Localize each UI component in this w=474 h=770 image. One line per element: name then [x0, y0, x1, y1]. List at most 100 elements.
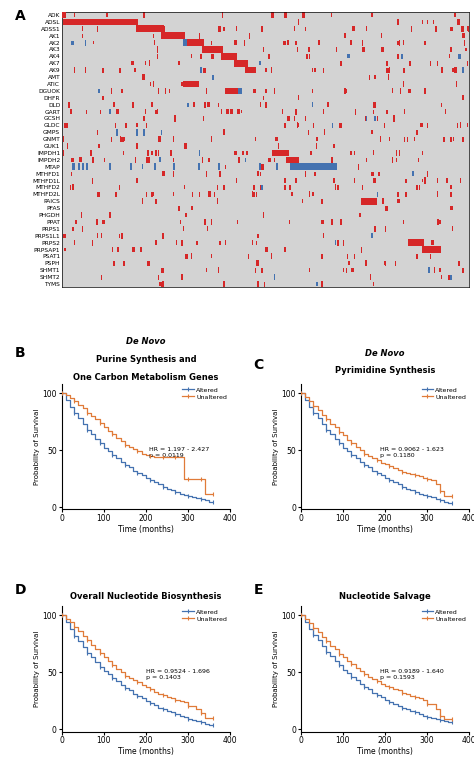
Bar — [331, 13, 332, 17]
Bar — [196, 240, 198, 245]
Bar — [458, 54, 461, 59]
Text: D: D — [14, 584, 26, 598]
Bar — [219, 26, 220, 32]
Bar — [199, 192, 200, 197]
Bar — [466, 123, 468, 128]
Bar — [297, 122, 298, 129]
Bar — [347, 254, 348, 259]
Bar — [97, 233, 98, 238]
Bar — [184, 186, 185, 189]
Bar — [271, 67, 272, 73]
Bar — [217, 185, 218, 190]
Bar — [201, 46, 223, 53]
Bar — [291, 158, 292, 162]
Bar — [389, 67, 391, 73]
Bar — [450, 192, 452, 197]
Y-axis label: Probability of Survival: Probability of Survival — [273, 631, 279, 707]
Bar — [292, 165, 294, 169]
Bar — [355, 109, 356, 115]
Bar — [137, 143, 138, 149]
Bar — [253, 192, 255, 196]
Bar — [298, 95, 300, 100]
Bar — [388, 74, 389, 80]
Bar — [427, 20, 428, 24]
Bar — [265, 68, 267, 72]
Legend: Altered, Unaltered: Altered, Unaltered — [182, 387, 227, 400]
Bar — [206, 88, 207, 94]
Bar — [310, 151, 311, 156]
Bar — [354, 254, 355, 259]
Bar — [386, 61, 388, 65]
Bar — [148, 60, 150, 66]
Bar — [383, 261, 386, 266]
Bar — [348, 261, 350, 266]
Bar — [121, 137, 124, 142]
Bar — [153, 34, 154, 38]
Bar — [282, 109, 283, 114]
Bar — [126, 122, 127, 128]
Bar — [401, 54, 403, 59]
Text: De Novo: De Novo — [126, 337, 165, 346]
Bar — [437, 61, 438, 66]
Bar — [445, 109, 446, 115]
Bar — [134, 69, 137, 72]
Bar — [137, 123, 138, 127]
Text: De Novo: De Novo — [365, 349, 405, 358]
Bar — [294, 26, 295, 32]
Bar — [64, 248, 66, 252]
Bar — [405, 192, 407, 197]
Bar — [158, 150, 159, 156]
Bar — [91, 239, 93, 246]
Bar — [427, 123, 428, 128]
Bar — [308, 47, 310, 52]
Bar — [129, 163, 132, 170]
Bar — [223, 281, 225, 287]
Bar — [220, 53, 237, 60]
Bar — [93, 41, 94, 45]
Bar — [463, 95, 464, 100]
Bar — [85, 67, 86, 73]
Bar — [423, 240, 424, 246]
X-axis label: Time (months): Time (months) — [357, 748, 413, 756]
Bar — [121, 89, 123, 93]
Bar — [268, 54, 270, 59]
Bar — [309, 268, 310, 272]
Bar — [102, 68, 104, 73]
Bar — [219, 241, 220, 245]
Bar — [137, 25, 164, 32]
Bar — [241, 109, 242, 113]
Bar — [211, 54, 214, 59]
Bar — [200, 67, 201, 73]
Bar — [73, 227, 74, 231]
Bar — [244, 39, 245, 45]
Bar — [373, 109, 374, 114]
Bar — [143, 129, 145, 136]
Bar — [157, 54, 158, 59]
Bar — [461, 26, 464, 32]
Bar — [430, 61, 431, 65]
Bar — [155, 240, 157, 245]
Bar — [191, 253, 192, 259]
Bar — [161, 282, 162, 286]
Bar — [63, 150, 64, 156]
Legend: Altered, Unaltered: Altered, Unaltered — [421, 609, 466, 621]
Bar — [437, 192, 438, 197]
Bar — [162, 281, 164, 287]
Bar — [198, 163, 200, 170]
Bar — [204, 102, 206, 108]
Bar — [284, 247, 286, 252]
Bar — [439, 220, 441, 224]
Bar — [321, 281, 322, 287]
Bar — [214, 192, 215, 197]
Bar — [271, 12, 273, 18]
Bar — [257, 234, 259, 238]
Bar — [75, 219, 77, 224]
Bar — [263, 212, 264, 218]
Bar — [362, 185, 363, 190]
Bar — [62, 12, 66, 18]
Bar — [381, 33, 383, 39]
Text: HR = 1.197 - 2.427
p = 0.0119: HR = 1.197 - 2.427 p = 0.0119 — [149, 447, 210, 457]
Bar — [397, 41, 400, 45]
Bar — [351, 40, 352, 45]
Bar — [337, 185, 339, 190]
